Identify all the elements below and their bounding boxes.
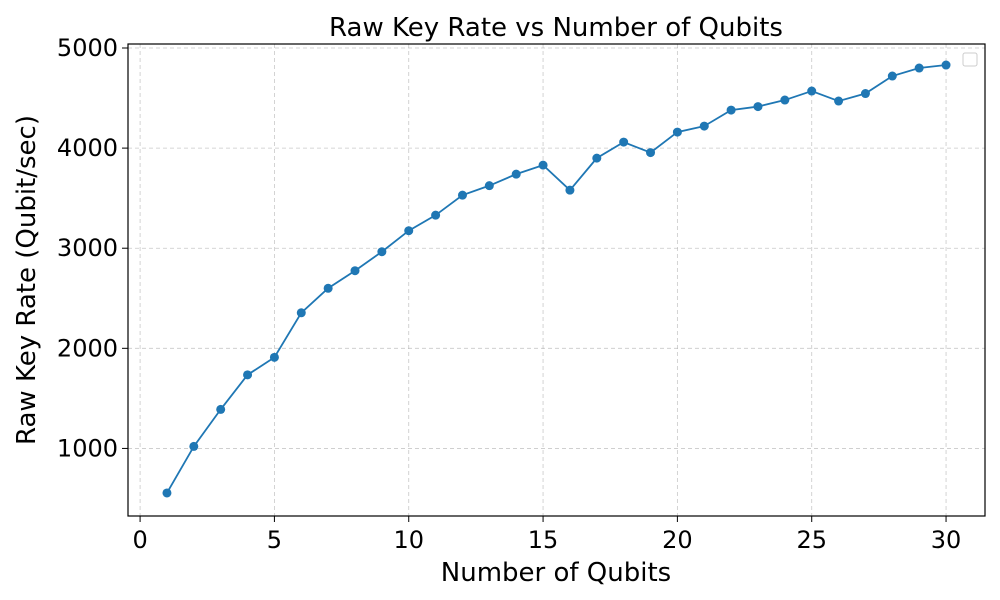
data-point [323, 283, 333, 293]
x-tick-label: 10 [393, 526, 424, 554]
data-point [592, 153, 602, 163]
y-tick-label: 3000 [57, 234, 118, 262]
y-tick-label: 4000 [57, 134, 118, 162]
x-tick-label: 0 [132, 526, 147, 554]
data-point [646, 148, 656, 158]
data-point [807, 86, 817, 96]
data-point [780, 95, 790, 105]
data-point [377, 247, 387, 257]
data-point [914, 63, 924, 73]
data-point [431, 210, 441, 220]
plot-frame [127, 43, 986, 517]
data-point [269, 352, 279, 362]
data-point [699, 121, 709, 131]
data-point [672, 127, 682, 137]
y-tick-label: 1000 [57, 434, 118, 462]
data-point [484, 181, 494, 191]
data-point [404, 226, 414, 236]
x-axis-label: Number of Qubits [441, 558, 671, 588]
data-point [834, 96, 844, 106]
x-tick-label: 5 [267, 526, 282, 554]
data-point [162, 488, 172, 498]
y-tick-label: 2000 [57, 334, 118, 362]
data-point [189, 441, 199, 451]
data-point [538, 160, 548, 170]
y-axis-label: Raw Key Rate (Qubit/sec) [12, 115, 42, 445]
data-point [457, 190, 467, 200]
data-point [887, 71, 897, 81]
series-layer [162, 60, 951, 498]
data-point [216, 404, 226, 414]
x-tick-label: 30 [931, 526, 962, 554]
tick-layer: 0 5 10 15 20 25 30 1000 2000 3000 4000 5000 [57, 34, 961, 554]
data-point [350, 266, 360, 276]
grid-layer [128, 44, 985, 516]
x-tick-label: 15 [528, 526, 559, 554]
chart-title: Raw Key Rate vs Number of Qubits [329, 13, 783, 43]
data-point [243, 370, 253, 380]
data-point [619, 137, 629, 147]
data-point [296, 308, 306, 318]
legend-box [962, 52, 978, 67]
x-tick-label: 20 [662, 526, 693, 554]
data-point [860, 89, 870, 99]
series-line [166, 64, 947, 494]
data-point [565, 185, 575, 195]
x-tick-label: 25 [796, 526, 827, 554]
data-point [753, 102, 763, 112]
data-point [941, 60, 951, 70]
data-point [726, 105, 736, 115]
data-point [511, 169, 521, 179]
y-tick-label: 5000 [57, 34, 118, 62]
